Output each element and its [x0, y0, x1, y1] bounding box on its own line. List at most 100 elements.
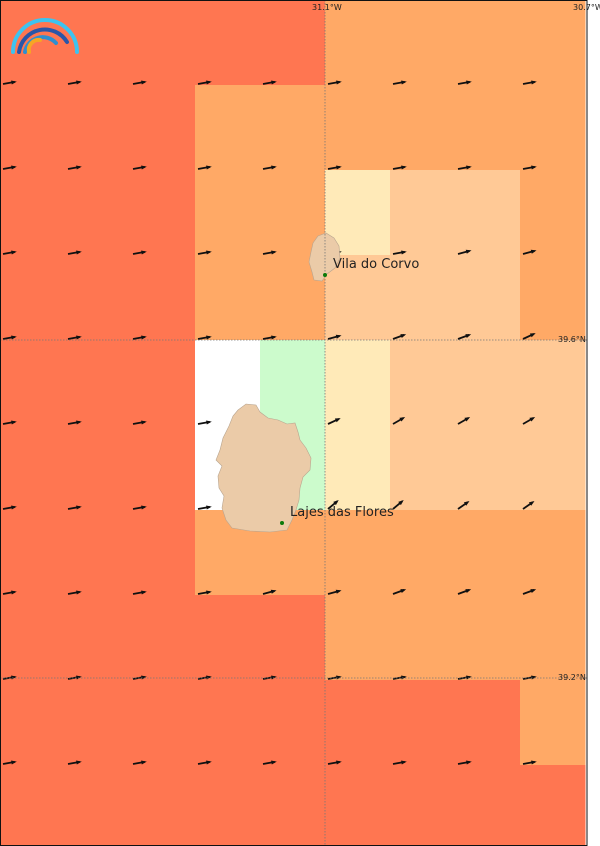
- field-cell: [130, 595, 196, 681]
- wind-arrow: [457, 417, 471, 425]
- wind-arrow: [262, 589, 277, 595]
- wind-arrow: [262, 80, 277, 85]
- wind-arrow: [2, 590, 17, 595]
- wind-arrow: [2, 165, 17, 170]
- city-label-lajes-das-flores: Lajes das Flores: [290, 505, 394, 520]
- wind-arrow: [522, 589, 537, 595]
- wind-arrow: [132, 80, 147, 85]
- wind-arrow: [262, 760, 277, 765]
- wind-arrow: [67, 675, 82, 680]
- field-cell: [65, 340, 131, 426]
- field-cell: [455, 425, 521, 511]
- wind-arrow: [522, 760, 537, 765]
- wind-arrow: [522, 249, 537, 255]
- wind-arrows: [2, 80, 537, 846]
- field-cell: [65, 595, 131, 681]
- field-cell: [520, 170, 586, 256]
- field-cell: [195, 255, 261, 341]
- city-marker-lajes-das-flores: [280, 521, 284, 525]
- wind-arrow: [2, 80, 17, 85]
- field-cell: [195, 765, 261, 846]
- wind-arrow: [2, 505, 17, 510]
- field-cell: [325, 425, 391, 511]
- wind-arrow: [522, 500, 535, 510]
- field-cell: [325, 680, 391, 766]
- field-cell: [390, 85, 456, 171]
- wind-arrow: [457, 589, 472, 595]
- lat-label-39.6N: 39.6°N: [558, 335, 586, 344]
- lon-label-30.7W: 30.7°W: [573, 3, 600, 12]
- field-cell: [520, 425, 586, 511]
- field-cell: [0, 340, 66, 426]
- field-cell: [325, 340, 391, 426]
- wind-arrow: [327, 589, 342, 595]
- field-cell: [325, 595, 391, 681]
- city-label-vila-do-corvo: Vila do Corvo: [333, 257, 419, 272]
- field-cell: [390, 680, 456, 766]
- field-cell: [65, 170, 131, 256]
- field-cell: [455, 255, 521, 341]
- wind-arrow: [132, 420, 147, 425]
- field-cell: [65, 680, 131, 766]
- field-cell: [325, 510, 391, 596]
- wind-arrow: [197, 590, 212, 595]
- wind-arrow: [262, 165, 277, 170]
- wind-arrow: [2, 420, 17, 425]
- field-cell: [390, 425, 456, 511]
- city-marker-vila-do-corvo: [323, 273, 327, 277]
- wind-arrow: [67, 165, 82, 170]
- wind-arrow: [327, 500, 339, 510]
- field-cell: [0, 510, 66, 596]
- wind-arrow: [522, 165, 537, 170]
- field-cell: [0, 680, 66, 766]
- wind-arrow: [457, 165, 472, 170]
- wind-arrow: [392, 675, 407, 680]
- field-cell: [195, 170, 261, 256]
- wind-arrow: [197, 420, 212, 425]
- field-cell: [455, 680, 521, 766]
- wind-arrow: [327, 760, 342, 765]
- wind-arrow: [392, 760, 407, 765]
- field-cell: [195, 595, 261, 681]
- field-cell: [130, 425, 196, 511]
- field-cell: [0, 425, 66, 511]
- field-cell: [0, 765, 66, 846]
- field-cell: [455, 510, 521, 596]
- field-cell: [0, 85, 66, 171]
- wind-arrow: [197, 675, 212, 680]
- field-cell: [0, 255, 66, 341]
- field-cell: [455, 85, 521, 171]
- wind-arrow: [262, 675, 277, 680]
- wind-arrow: [392, 250, 407, 255]
- wind-arrow: [522, 333, 536, 340]
- wind-arrow: [132, 250, 147, 255]
- field-cell: [130, 680, 196, 766]
- island-corvo: [308, 232, 341, 282]
- field-cell: [390, 255, 456, 341]
- field-cell: [130, 255, 196, 341]
- field-cell: [520, 340, 586, 426]
- field-cell: [520, 595, 586, 681]
- field-cell: [65, 85, 131, 171]
- graticule: [0, 0, 587, 846]
- field-cell: [390, 765, 456, 846]
- wind-arrow: [327, 165, 342, 170]
- field-cell: [65, 255, 131, 341]
- field-cell: [130, 170, 196, 256]
- wind-arrow: [327, 80, 342, 85]
- wind-arrow: [392, 417, 406, 425]
- wind-arrow: [392, 165, 407, 170]
- field-cell: [520, 255, 586, 341]
- field-cell: [130, 0, 196, 86]
- wind-arrow: [392, 334, 407, 340]
- field-cell: [325, 0, 391, 86]
- wind-arrow: [457, 249, 472, 255]
- field-cell: [390, 595, 456, 681]
- wind-arrow: [457, 675, 472, 680]
- field-cell: [325, 765, 391, 846]
- field-cell: [520, 765, 586, 846]
- logo-rainbow-icon: [11, 18, 79, 54]
- wind-arrow: [457, 760, 472, 765]
- field-cell: [390, 340, 456, 426]
